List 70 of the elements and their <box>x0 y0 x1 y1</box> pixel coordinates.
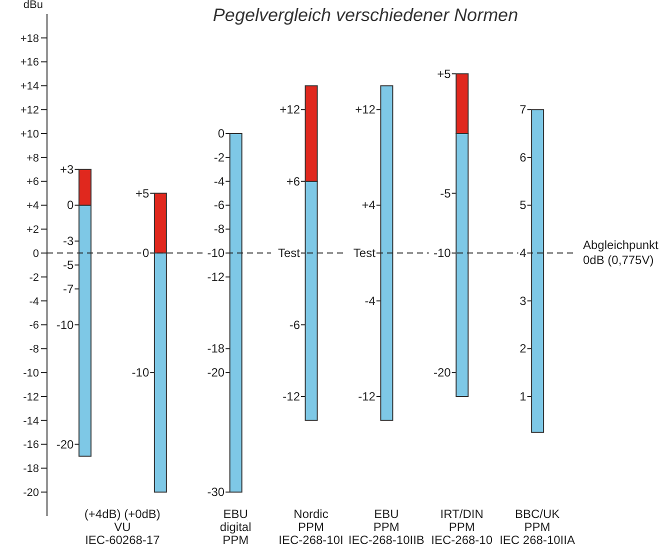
annotation: 3 <box>520 294 527 308</box>
x-tick-label: Nordic PPM IEC-268-10I <box>278 507 344 546</box>
x-tick-label: EBU digital PPM <box>220 507 252 546</box>
annotation: -4 <box>364 294 376 308</box>
annotation: -4 <box>214 174 225 188</box>
annotation: -5 <box>440 186 452 200</box>
y-tick-label: +2 <box>26 224 39 236</box>
y-tick-label: +6 <box>26 176 39 188</box>
y-tick-label: +8 <box>26 152 39 164</box>
annotation: 0 <box>142 246 150 260</box>
y-tick-label: -12 <box>23 391 39 404</box>
annotation: -10 <box>56 318 74 332</box>
annotation: -6 <box>214 198 225 212</box>
annotation: -20 <box>56 437 74 452</box>
y-tick-label: +4 <box>26 200 39 212</box>
y-tick-label: -10 <box>23 367 39 380</box>
annotation: +3 <box>60 162 74 176</box>
annotation: -30 <box>207 485 225 500</box>
annotation: 4 <box>520 246 527 260</box>
y-tick-label: -4 <box>29 296 39 308</box>
y-tick-label: -18 <box>23 463 39 476</box>
y-tick-label: +14 <box>20 80 39 93</box>
y-tick-label: +12 <box>20 104 39 117</box>
y-tick-label: -8 <box>29 344 39 356</box>
y-tick-label: -2 <box>29 272 39 284</box>
annotation: Test <box>278 246 301 260</box>
x-tick-label: BBC/UK PPM IEC 268-10IIA <box>500 507 575 546</box>
annotation: -20 <box>434 366 452 380</box>
y-tick-label: +10 <box>20 128 39 140</box>
annotation: +6 <box>286 174 300 188</box>
y-tick-label: -6 <box>29 320 39 332</box>
y-tick-label: -16 <box>23 439 39 452</box>
y-tick-label: +18 <box>20 32 39 45</box>
annotation: -8 <box>214 222 225 236</box>
y-axis-title: dBu <box>23 0 43 11</box>
annotation: -10 <box>434 246 452 260</box>
annotation: 2 <box>520 342 527 356</box>
annotation: +5 <box>135 186 150 200</box>
y-tick-label: -20 <box>23 487 39 499</box>
annotation: 7 <box>520 102 527 117</box>
annotation: -12 <box>358 389 376 404</box>
x-tick-label: IRT/DIN PPM IEC-268-10 <box>431 507 493 546</box>
annotation: +5 <box>437 66 452 81</box>
annotation: 0 <box>218 126 225 141</box>
annotation: -3 <box>63 234 74 248</box>
annotation: -20 <box>207 366 225 380</box>
annotation: -10 <box>132 366 150 380</box>
annotation: Test <box>353 246 376 260</box>
annotation: +12 <box>280 102 300 117</box>
annotation: 0 <box>67 198 74 212</box>
annotation: -2 <box>214 150 225 164</box>
annotation: 1 <box>520 389 527 404</box>
annotation: -10 <box>207 246 225 260</box>
annotation: -7 <box>63 282 74 296</box>
annotation: -12 <box>282 389 300 404</box>
y-tick-label: +16 <box>20 56 39 69</box>
annotation: 5 <box>520 198 527 212</box>
x-tick-label: (+4dB) (+0dB) VU IEC-60268-17 <box>84 507 160 546</box>
annotation: -5 <box>63 258 74 272</box>
annotation: 6 <box>520 150 527 164</box>
y-tick-label: -14 <box>23 415 39 428</box>
annotation: -12 <box>207 270 225 284</box>
annotation: +4 <box>362 198 376 212</box>
annotation: -6 <box>289 318 300 332</box>
x-tick-label: EBU PPM IEC-268-10IIB <box>348 507 424 546</box>
annotation: -18 <box>207 342 225 356</box>
ref-line-label: Abgleichpunkt 0dB (0,775V) <box>583 238 660 268</box>
annotation: +12 <box>355 102 376 117</box>
chart-title: Pegelvergleich verschiedener Normen <box>212 5 518 25</box>
y-tick-label: 0 <box>32 248 39 260</box>
